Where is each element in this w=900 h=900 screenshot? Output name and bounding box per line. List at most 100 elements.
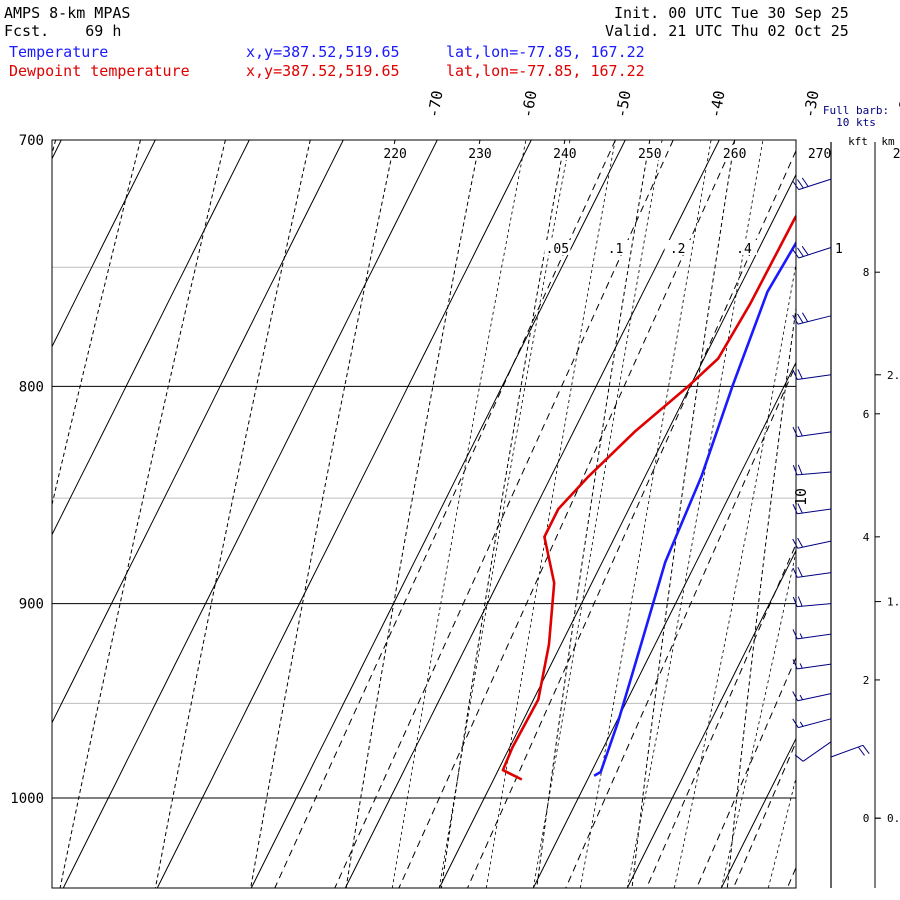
wind-barb (792, 537, 832, 549)
isotherm (250, 140, 626, 888)
init-value: 00 UTC Tue 30 Sep 25 (668, 4, 849, 22)
fcst-value: 69 h (85, 22, 122, 40)
isotherm (52, 140, 156, 348)
km-tick-label: 0. (887, 812, 900, 825)
wind-barb (792, 312, 832, 325)
mixing-ratio-line (467, 149, 796, 888)
mixing-ratio-label: .05 (546, 242, 569, 257)
isotherm (532, 361, 796, 888)
dry-adiabat (631, 140, 736, 888)
dry-adiabat (345, 140, 481, 888)
pressure-tick-label: 800 (19, 379, 44, 395)
dry-adiabat (726, 304, 796, 888)
theta-label-bg (634, 145, 665, 160)
side-label: 10 (792, 488, 810, 506)
pressure-tick-label: 1000 (10, 791, 44, 807)
moist-adiabat (862, 140, 900, 888)
isotherm (438, 173, 796, 888)
mixing-ratio-label-bg (825, 240, 852, 255)
kft-unit-label: kft (848, 135, 868, 148)
wind-barb (830, 744, 870, 758)
mixing-ratio-label-bg (664, 240, 691, 255)
plot-frame (51, 139, 797, 889)
isotherm (156, 140, 532, 888)
legend-temperature-latlon: lat,lon=-77.85, 167.22 (446, 43, 645, 61)
theta-label: 220 (383, 147, 406, 162)
kft-tick-label: 6 (863, 408, 870, 421)
mixing-ratio-label: .1 (608, 242, 624, 257)
isotherm (52, 140, 344, 724)
theta-label: 280 (893, 147, 900, 162)
theta-label: 260 (723, 147, 746, 162)
wind-barb (792, 369, 832, 380)
theta-label: 250 (638, 147, 661, 162)
theta-label: 230 (468, 147, 491, 162)
temperature-tick-label: -60 (518, 89, 540, 119)
wind-barb (792, 718, 832, 729)
init-time: Init. 00 UTC Tue 30 Sep 25 (614, 4, 849, 22)
moist-adiabat (626, 140, 764, 888)
pressure-tick-label: 900 (19, 597, 44, 613)
legend-temperature-xy: x,y=387.52,519.65 (246, 43, 400, 61)
mixing-ratio-label-bg (730, 240, 757, 255)
mixing-ratio-line (732, 740, 796, 888)
model-title: AMPS 8-km MPAS (4, 4, 131, 22)
moist-adiabat (579, 140, 712, 888)
valid-label: Valid. (605, 22, 660, 40)
mixing-ratio-line (565, 363, 796, 888)
wind-barb (792, 691, 832, 702)
mixing-ratio-line (398, 140, 736, 888)
wind-barb (794, 741, 832, 762)
theta-label-bg (889, 145, 900, 160)
forecast-hour: Fcst. 69 h (4, 22, 121, 40)
theta-label: 270 (808, 147, 831, 162)
wind-barb (792, 426, 832, 438)
background-grid (52, 140, 900, 888)
mixing-ratio-line (334, 140, 674, 888)
kft-tick-label: 2 (863, 674, 870, 687)
dry-adiabat (250, 140, 396, 888)
isotherm (344, 140, 720, 888)
profile-lines (501, 214, 796, 781)
legend-dewpoint: Dewpoint temperature (9, 62, 190, 80)
mixing-ratio-line (885, 140, 900, 888)
valid-value: 21 UTC Thu 02 Oct 25 (668, 22, 849, 40)
dry-adiabat (59, 140, 226, 888)
wind-panel-subtitle: 10 kts (836, 116, 876, 129)
wind-panel: Full barb:10 kts kft km 0 2 4 6 8 0. 1. 2. (792, 104, 900, 888)
wind-panel-title: Full barb: (823, 104, 889, 117)
mixing-ratio-label-bg (602, 240, 629, 255)
temperature-tick-label: -50 (612, 89, 634, 119)
wind-barb (792, 566, 832, 578)
wind-barb (792, 177, 832, 191)
dry-adiabat (440, 140, 566, 888)
legend-dewpoint-xy: x,y=387.52,519.65 (246, 62, 400, 80)
moist-adiabat (767, 776, 796, 888)
mixing-ratio-line (696, 656, 796, 888)
mixing-ratio-label: 1 (835, 242, 843, 257)
moist-adiabat (673, 261, 796, 888)
moist-adiabat (391, 140, 527, 888)
mixing-ratio-label-bg (544, 240, 571, 255)
axis-labels: 7008009001000-70-60-50-40-30-20-10022023… (10, 89, 900, 807)
isotherm (720, 737, 796, 888)
legend-temperature: Temperature (9, 43, 109, 61)
fcst-label: Fcst. (4, 22, 50, 40)
theta-label-bg (549, 145, 580, 160)
km-unit-label: km (881, 135, 895, 148)
dewpoint-profile-line (501, 214, 796, 781)
theta-label-bg (465, 145, 496, 160)
kft-tick-label: 8 (863, 266, 870, 279)
temperature-profile-line (593, 240, 796, 777)
dry-adiabat (52, 140, 57, 156)
wind-barb (792, 659, 832, 670)
mixing-ratio-label: .2 (670, 242, 686, 257)
kft-tick-label: 4 (863, 531, 870, 544)
wind-barb (792, 464, 832, 476)
temperature-tick-label: -40 (706, 89, 728, 119)
pressure-tick-label: 700 (19, 133, 44, 149)
valid-time: Valid. 21 UTC Thu 02 Oct 25 (605, 22, 849, 40)
km-tick-label: 1. (887, 596, 900, 609)
mixing-ratio-label: .4 (736, 242, 752, 257)
